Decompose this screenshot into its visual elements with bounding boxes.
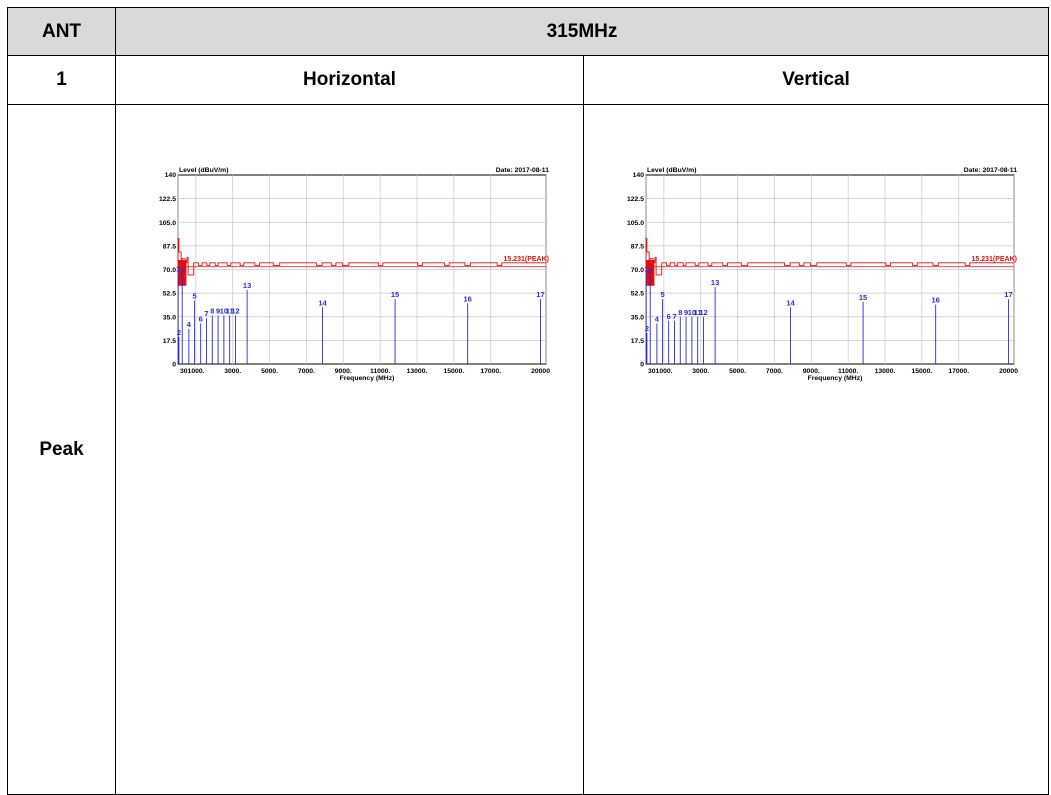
x-tick-label: 5000. [261,368,278,375]
emission-label: 11 [226,306,234,315]
emission-label: 4 [187,320,192,329]
peak-row: Peak 0 17.5 35.0 52.5 70.0 87.5 105.0 122.5 140 3… [7,104,1049,795]
y-tick-label: 70.0 [631,267,644,274]
emission-label: 12 [699,308,707,317]
date-label: Date: 2017-08-11 [496,167,549,174]
limit-line [177,238,546,276]
emission-label: 8 [678,308,682,317]
polarization-row: 1 Horizontal Vertical [7,55,1049,105]
x-tick-label: 9000. [335,368,352,375]
x-axis-title: Frequency (MHz) [808,375,863,382]
emission-label: 8 [210,306,214,315]
y-tick-label: 140 [633,172,645,179]
y-tick-label: 105.0 [159,220,176,227]
x-tick-label: 7000. [298,368,315,375]
y-tick-label: 52.5 [163,291,176,298]
y-tick-label: 17.5 [631,338,644,345]
x-tick-label: 5000. [729,368,746,375]
vertical-plot-cell: 0 17.5 35.0 52.5 70.0 87.5 105.0 122.5 140 301000… [583,104,1049,795]
emission-label: 15 [391,290,399,299]
x-tick-label: 15000. [911,368,932,375]
horizontal-label-cell: Horizontal [115,55,584,105]
horizontal-plot-cell: 0 17.5 35.0 52.5 70.0 87.5 105.0 122.5 140 301000… [115,104,584,795]
emission-label: 12 [231,306,239,315]
y-axis-title: Level (dBuV/m) [179,167,228,174]
emission-label: 13 [711,278,719,287]
limit-label: 15.231(PEAK) [503,256,549,263]
y-tick-label: 122.5 [159,196,176,203]
emission-label: 4 [655,315,660,324]
emission-label: 2 [177,328,181,337]
y-tick-label: 0 [640,362,644,369]
emission-label: 14 [318,298,327,307]
y-tick-label: 35.0 [163,314,176,321]
emission-label: 2 [645,324,649,333]
emission-label: 3 [180,266,184,275]
horizontal-spectrum-chart: 0 17.5 35.0 52.5 70.0 87.5 105.0 122.5 140 301000… [159,167,550,382]
header-row: ANT 315MHz [7,7,1049,56]
y-tick-label: 105.0 [627,220,644,227]
emission-label: 14 [786,298,795,307]
x-tick-label: 9000. [803,368,820,375]
vertical-spectrum-chart: 0 17.5 35.0 52.5 70.0 87.5 105.0 122.5 140 301000… [627,167,1018,382]
emission-label: 11 [694,308,702,317]
date-label: Date: 2017-08-11 [964,167,1017,174]
x-tick-label: 17000. [948,368,969,375]
x-tick-label: 13000. [407,368,428,375]
ant-index-cell: 1 [7,55,116,105]
emission-label: 1 [644,265,648,274]
x-tick-label: 20000 [999,368,1018,375]
y-tick-label: 70.0 [163,267,176,274]
emission-label: 3 [648,266,652,275]
emission-label: 15 [859,293,867,302]
x-tick-label: 11000. [838,368,859,375]
emission-label: 6 [199,315,203,324]
vertical-label-cell: Vertical [583,55,1049,105]
y-tick-label: 87.5 [631,243,644,250]
x-tick-label: 15000. [443,368,464,375]
emission-label: 13 [243,281,251,290]
x-axis-title: Frequency (MHz) [340,375,395,382]
x-tick-label: 7000. [766,368,783,375]
y-tick-label: 35.0 [631,314,644,321]
ant-header-cell: ANT [7,7,116,56]
y-tick-label: 140 [165,172,177,179]
emission-label: 5 [660,290,664,299]
x-tick-label: 3000. [224,368,241,375]
emission-label: 1 [176,265,180,274]
emission-label: 17 [1004,290,1012,299]
y-tick-label: 52.5 [631,291,644,298]
limit-label: 15.231(PEAK) [971,256,1017,263]
emission-label: 10 [220,306,228,315]
emission-label: 16 [932,296,940,305]
peak-label-cell: Peak [7,104,116,795]
x-tick-label: 3000. [692,368,709,375]
emission-label: 6 [667,312,671,321]
y-tick-label: 17.5 [163,338,176,345]
x-tick-label: 301000. [648,368,673,375]
frequency-header-cell: 315MHz [115,7,1049,56]
test-result-table: ANT 315MHz 1 Horizontal Vertical Peak 0 1… [7,7,1049,795]
y-axis-title: Level (dBuV/m) [647,167,696,174]
emission-label: 9 [216,306,220,315]
x-tick-label: 20000 [531,368,550,375]
y-tick-label: 0 [172,362,176,369]
x-tick-label: 11000. [370,368,391,375]
emission-label: 7 [204,309,208,318]
emission-label: 16 [464,294,472,303]
x-tick-label: 17000. [480,368,501,375]
x-tick-label: 301000. [180,368,205,375]
limit-line [645,238,1014,276]
y-tick-label: 87.5 [163,243,176,250]
emission-label: 17 [536,290,544,299]
y-tick-label: 122.5 [627,196,644,203]
emission-label: 10 [688,308,696,317]
x-tick-label: 13000. [875,368,896,375]
emission-label: 7 [672,312,676,321]
emission-label: 5 [192,292,196,301]
emission-label: 9 [684,308,688,317]
